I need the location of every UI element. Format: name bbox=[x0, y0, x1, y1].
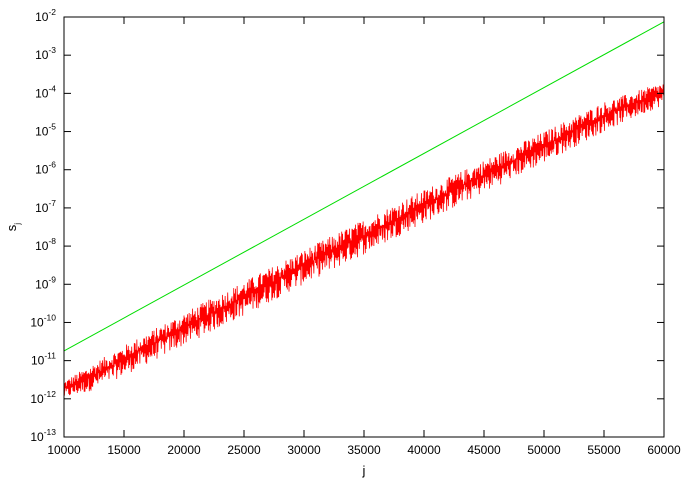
series-green-line bbox=[63, 21, 665, 352]
y-tick-exponent: -2 bbox=[48, 7, 56, 17]
y-tick-exponent: -4 bbox=[48, 83, 56, 93]
y-tick-exponent: -5 bbox=[48, 122, 56, 132]
y-tick-exponent: -13 bbox=[44, 427, 57, 437]
y-tick-base: 10 bbox=[35, 239, 49, 253]
y-tick-exponent: -6 bbox=[48, 160, 56, 170]
y-tick-base: 10 bbox=[35, 125, 49, 139]
y-tick-base: 10 bbox=[31, 354, 45, 368]
y-axis-title-main: s bbox=[4, 224, 19, 231]
y-axis-title-subscript: j bbox=[12, 223, 22, 226]
y-tick-base: 10 bbox=[35, 10, 49, 24]
y-tick-base: 10 bbox=[30, 315, 44, 329]
x-tick-label: 50000 bbox=[527, 443, 561, 457]
x-tick-label: 15000 bbox=[107, 443, 141, 457]
y-tick-exponent: -9 bbox=[48, 274, 56, 284]
y-tick-base: 10 bbox=[30, 392, 44, 406]
y-tick-exponent: -7 bbox=[48, 198, 56, 208]
x-tick-label: 20000 bbox=[167, 443, 201, 457]
x-tick-label: 45000 bbox=[467, 443, 501, 457]
y-tick-label: 10-9 bbox=[35, 274, 56, 291]
y-tick-label: 10-4 bbox=[35, 83, 56, 100]
y-tick-label: 10-13 bbox=[30, 427, 56, 444]
y-tick-base: 10 bbox=[35, 163, 49, 177]
x-tick-label: 10000 bbox=[47, 443, 81, 457]
y-tick-label: 10-11 bbox=[31, 351, 56, 368]
y-axis: 10-1310-1210-1110-1010-910-810-710-610-5… bbox=[30, 7, 664, 444]
x-tick-label: 35000 bbox=[347, 443, 381, 457]
x-tick-label: 60000 bbox=[647, 443, 681, 457]
x-axis: 10000 15000 20000 25000 30000 35000 40000 45000… bbox=[47, 17, 681, 457]
y-axis-title: sj bbox=[4, 223, 22, 232]
y-tick-label: 10-12 bbox=[30, 389, 56, 406]
y-tick-label: 10-8 bbox=[35, 236, 56, 253]
series-red-line bbox=[63, 84, 665, 396]
x-tick-label: 55000 bbox=[587, 443, 621, 457]
x-tick-label: 30000 bbox=[287, 443, 321, 457]
y-tick-label: 10-5 bbox=[35, 122, 56, 139]
y-tick-exponent: -8 bbox=[48, 236, 56, 246]
y-tick-label: 10-10 bbox=[30, 312, 56, 329]
x-tick-label: 25000 bbox=[227, 443, 261, 457]
x-tick-label: 40000 bbox=[407, 443, 441, 457]
y-tick-base: 10 bbox=[35, 277, 49, 291]
y-tick-exponent: -11 bbox=[44, 351, 56, 361]
y-tick-base: 10 bbox=[35, 48, 49, 62]
y-tick-exponent: -10 bbox=[44, 312, 57, 322]
y-tick-label: 10-2 bbox=[35, 7, 56, 24]
y-tick-base: 10 bbox=[30, 430, 44, 444]
y-tick-exponent: -12 bbox=[44, 389, 57, 399]
y-tick-label: 10-7 bbox=[35, 198, 56, 215]
y-tick-base: 10 bbox=[35, 86, 49, 100]
y-tick-base: 10 bbox=[35, 201, 49, 215]
y-tick-label: 10-6 bbox=[35, 160, 56, 177]
series-layer bbox=[63, 21, 665, 396]
x-axis-title: j bbox=[362, 463, 366, 478]
y-tick-exponent: -3 bbox=[48, 45, 56, 55]
y-tick-label: 10-3 bbox=[35, 45, 56, 62]
plot-frame bbox=[63, 16, 665, 438]
